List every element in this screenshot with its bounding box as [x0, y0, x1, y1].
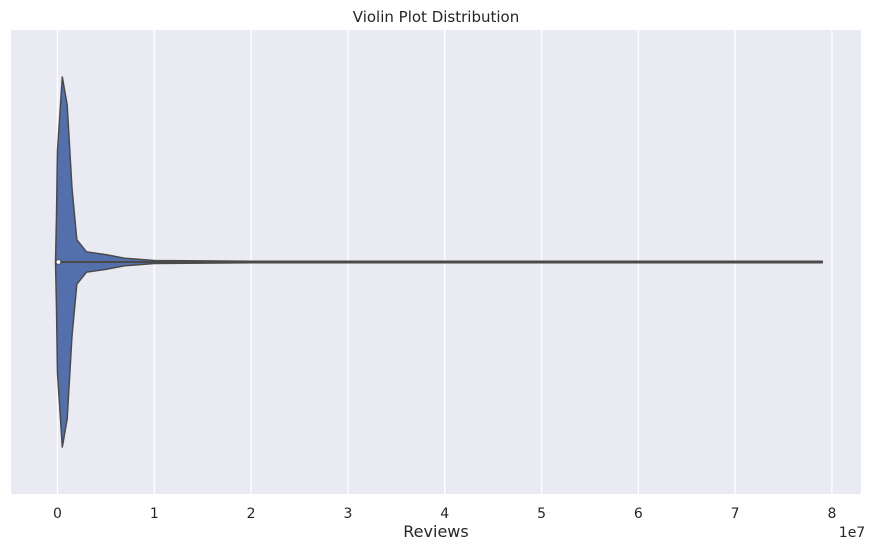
- x-tick-label-2: 2: [247, 506, 256, 522]
- x-tick-label-8: 8: [827, 506, 836, 522]
- x-tick-label-7: 7: [731, 506, 740, 522]
- x-axis-label: Reviews: [403, 522, 468, 541]
- violin-median-marker: [55, 259, 61, 265]
- x-scale-offset-label: 1e7: [839, 525, 865, 541]
- tick-layer: 0 1 2 3 4 5 6 7 8: [53, 506, 836, 522]
- x-tick-label-0: 0: [53, 506, 62, 522]
- x-tick-label-4: 4: [440, 506, 449, 522]
- x-tick-label-5: 5: [537, 506, 546, 522]
- violin-layer: [54, 76, 824, 448]
- x-tick-label-3: 3: [343, 506, 352, 522]
- x-tick-label-6: 6: [634, 506, 643, 522]
- x-tick-label-1: 1: [150, 506, 159, 522]
- chart-title: Violin Plot Distribution: [353, 8, 519, 26]
